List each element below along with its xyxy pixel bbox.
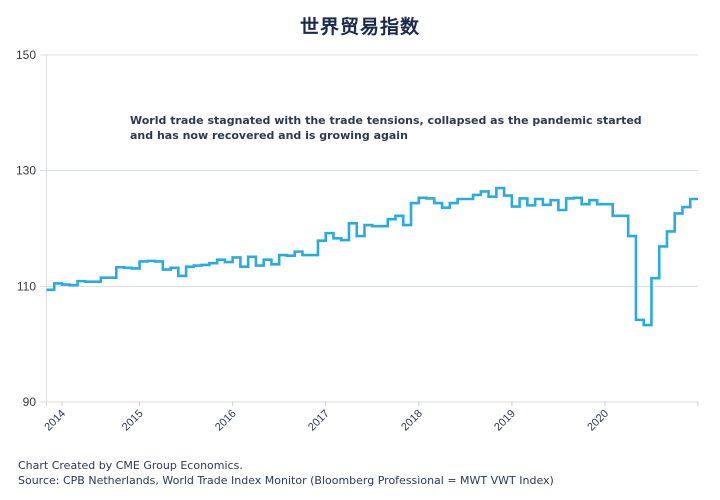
x-tick-label: 2015: [120, 408, 146, 434]
x-tick-label: 2017: [306, 408, 332, 434]
y-tick-label: 90: [23, 395, 37, 409]
y-tick-label: 130: [16, 164, 36, 178]
y-axis: 90 110 130 150: [16, 48, 36, 409]
chart: 90 110 130 150 2014 2015 2016 2017 2018 2019 2020…: [16, 48, 699, 434]
footer: Chart Created by CME Group Economics. So…: [18, 458, 554, 488]
annotation-line: World trade stagnated with the trade ten…: [130, 114, 642, 127]
y-tick-label: 150: [16, 48, 36, 62]
footer-credit: Chart Created by CME Group Economics.: [18, 459, 243, 472]
y-tick-label: 110: [17, 279, 36, 293]
x-tick-label: 2014: [42, 408, 68, 434]
series-line: [46, 186, 698, 327]
x-tick-label: 2019: [492, 408, 518, 434]
annotation: World trade stagnated with the trade ten…: [130, 114, 642, 142]
x-axis: 2014 2015 2016 2017 2018 2019 2020: [42, 402, 699, 434]
annotation-line: and has now recovered and is growing aga…: [130, 129, 408, 142]
series-group: [46, 186, 698, 327]
x-tick-label: 2018: [399, 408, 425, 434]
footer-source: Source: CPB Netherlands, World Trade Ind…: [18, 474, 554, 487]
chart-title: 世界贸易指数: [299, 16, 420, 38]
x-tick-label: 2020: [585, 408, 611, 434]
gridlines: [40, 54, 698, 406]
x-tick-label: 2016: [213, 408, 239, 434]
